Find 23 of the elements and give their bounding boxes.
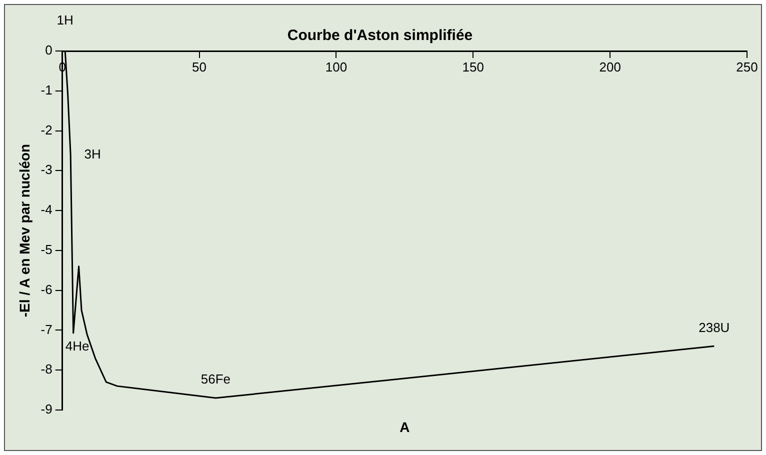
y-tick-label: 0 [45, 42, 52, 58]
chart-title: Courbe d'Aston simplifiée [287, 27, 473, 44]
y-tick-label: -4 [40, 202, 52, 218]
annotation: 238U [698, 320, 730, 335]
y-tick-label: -8 [40, 362, 52, 377]
annotation: 3H [84, 146, 101, 162]
y-tick-label: -9 [40, 402, 52, 417]
annotation: 56Fe [200, 372, 231, 387]
y-axis-title: -El / A en Mev par nucléon [16, 144, 32, 318]
x-tick-label: 50 [192, 59, 207, 74]
y-tick-label: -1 [40, 82, 52, 98]
x-tick-label: 200 [599, 59, 621, 74]
x-tick-label: 250 [736, 59, 758, 74]
x-tick-label: 150 [462, 59, 484, 74]
x-axis-title: A [400, 418, 410, 435]
annotation: 4He [65, 338, 90, 354]
y-tick-label: -7 [40, 322, 52, 337]
y-tick-label: -3 [40, 162, 52, 178]
x-tick-label: 100 [325, 59, 348, 74]
annotation: 1H [56, 12, 74, 28]
y-tick-label: -6 [40, 282, 52, 297]
y-tick-label: -2 [40, 122, 52, 138]
y-tick-label: -5 [40, 242, 52, 258]
